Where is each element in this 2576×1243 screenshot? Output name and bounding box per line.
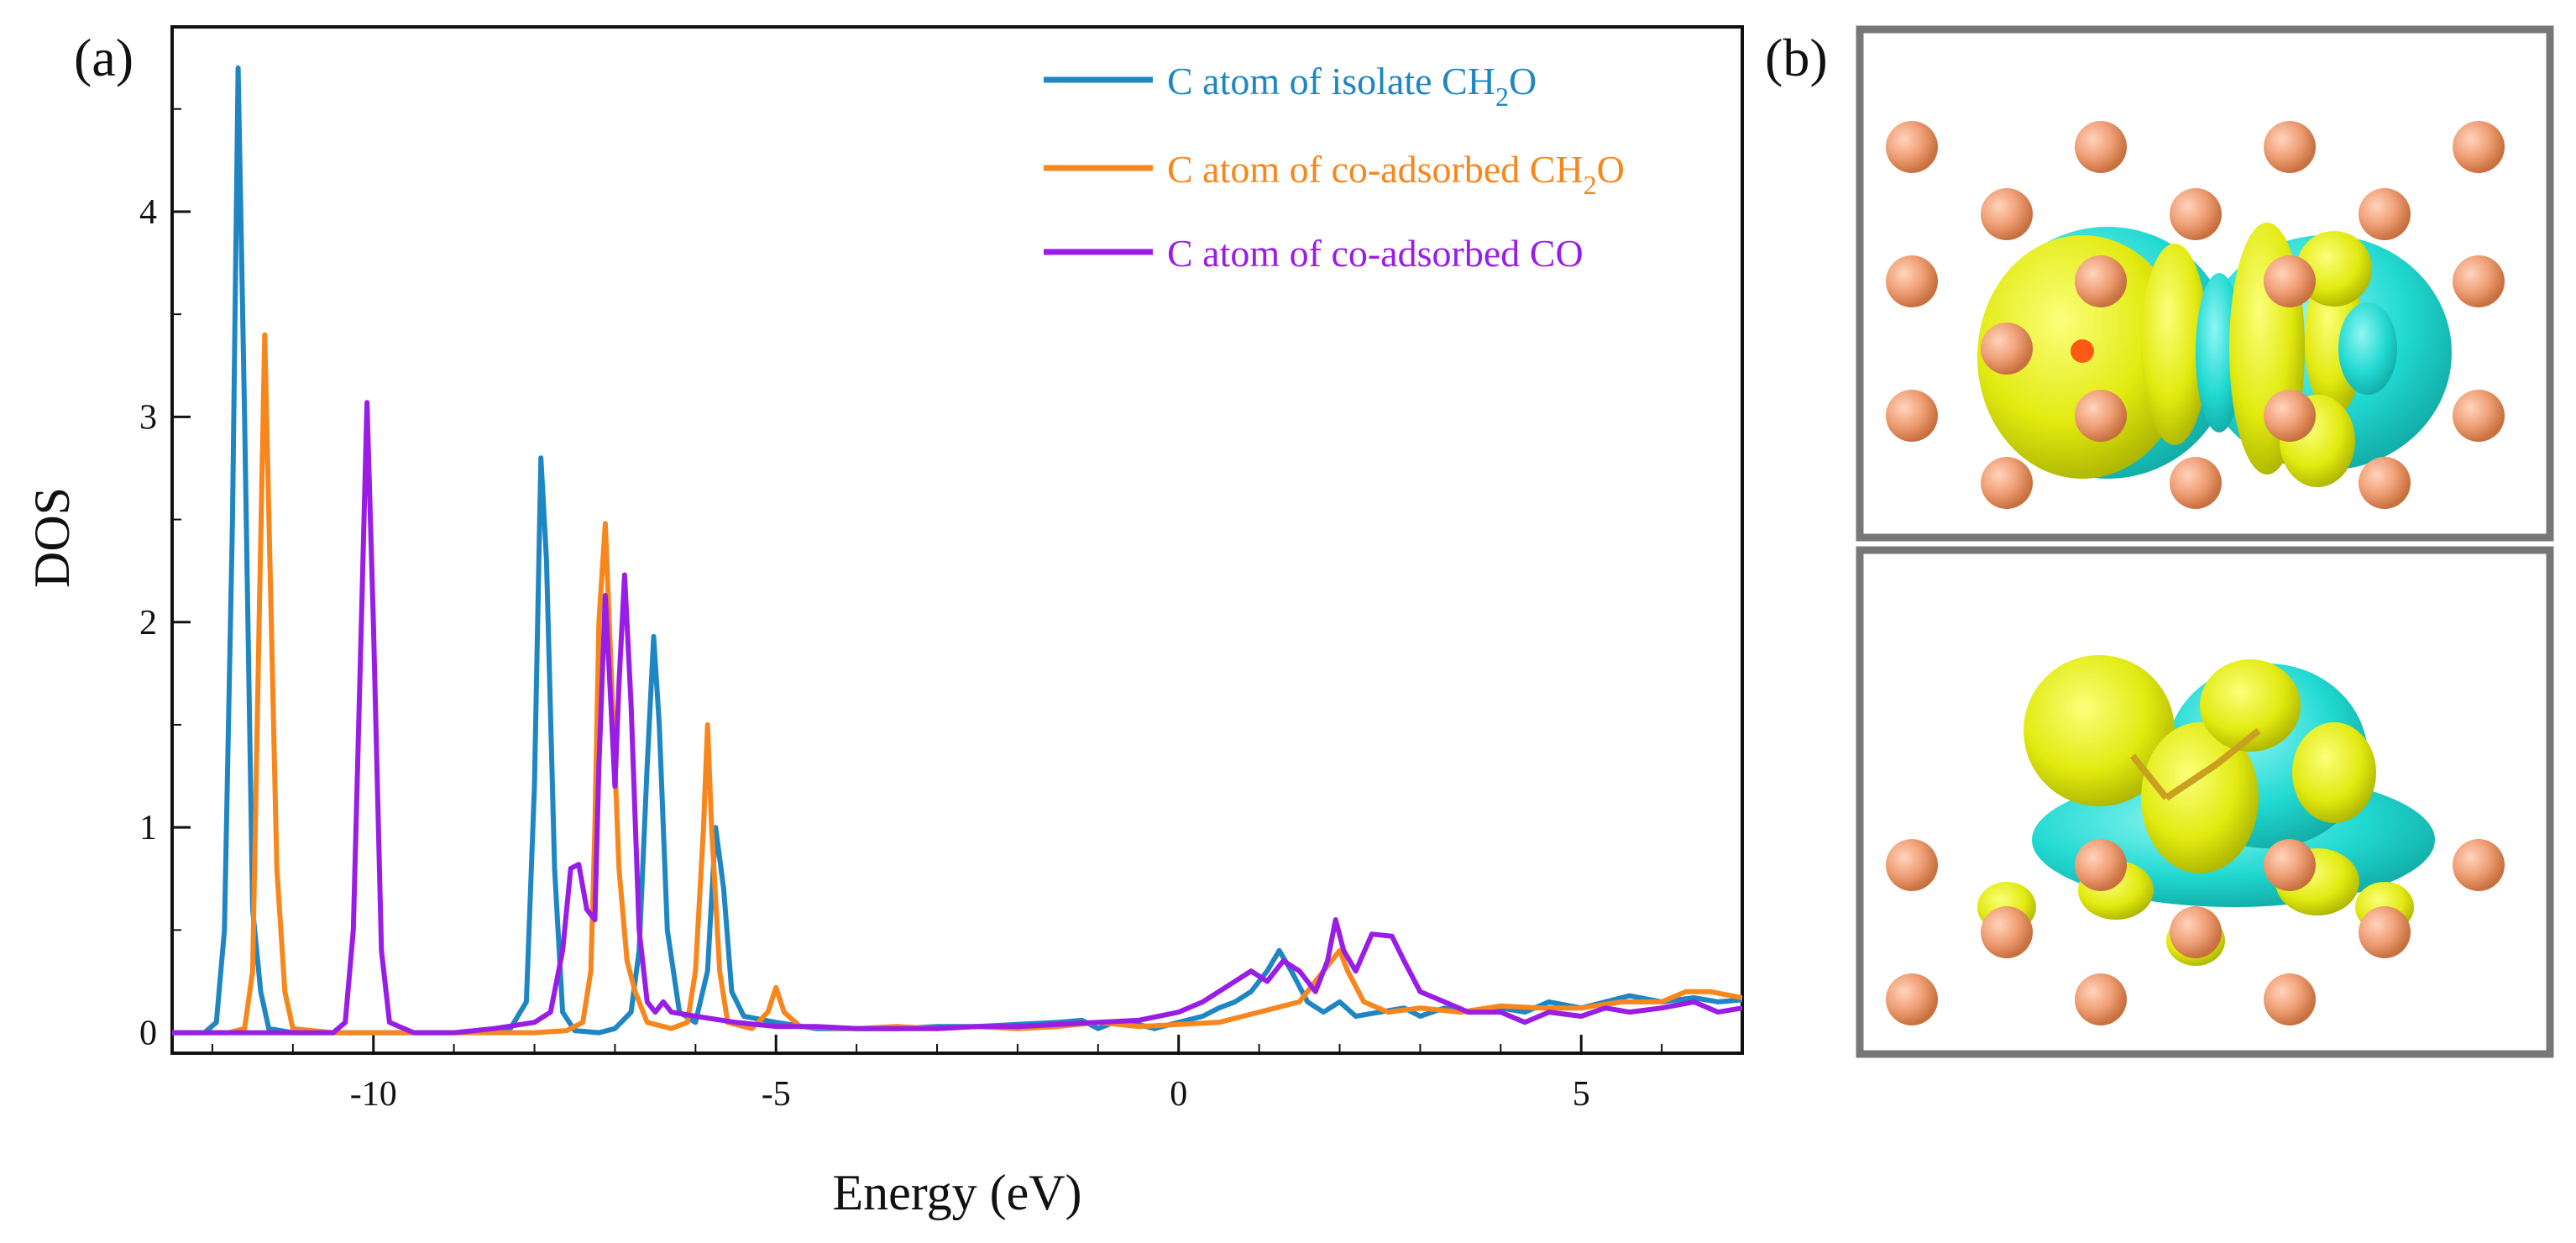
cu-atom [2264, 973, 2316, 1025]
yellow-lobe [2024, 655, 2175, 806]
legend-label-coadsorbed-ch2o: C atom of co-adsorbed CH2O [1167, 148, 1625, 200]
y-tick-label: 2 [139, 604, 157, 642]
x-tick-label: -5 [762, 1075, 791, 1114]
cu-atom [1981, 323, 2033, 375]
panel-b-bottom-image [1856, 546, 2554, 1058]
x-tick-label: -10 [350, 1075, 397, 1114]
series-line-1 [172, 332, 1742, 1036]
x-tick-label: 0 [1170, 1075, 1187, 1114]
cu-atom-grid [1886, 839, 2505, 1025]
y-axis-title: DOS [24, 487, 80, 588]
cu-atom [2264, 390, 2316, 442]
plot-frame [170, 25, 1744, 1055]
adsorbate-molecule [2129, 727, 2261, 801]
cu-atom [2170, 188, 2222, 240]
x-axis-title: Energy (eV) [832, 1165, 1081, 1220]
cu-atom [2075, 121, 2127, 173]
cyan-lobe [2338, 302, 2397, 395]
cu-atom [2359, 188, 2411, 240]
cu-atom [1981, 906, 2033, 958]
cu-atom [2170, 906, 2222, 958]
x-tick-label: 5 [1573, 1075, 1590, 1114]
yellow-lobe [2296, 231, 2372, 307]
cu-atom [2264, 121, 2316, 173]
legend: C atom of isolate CH2O C atom of co-adso… [1044, 60, 1625, 275]
y-tick-label: 3 [139, 398, 157, 437]
cu-atom [1886, 839, 1938, 891]
cu-atom [1886, 255, 1938, 307]
panel-b-label: (b) [1765, 28, 1828, 87]
cu-atom [1981, 188, 2033, 240]
yellow-lobe [2141, 244, 2208, 445]
panel-b-top-image [1856, 25, 2554, 542]
cu-atom [2453, 839, 2505, 891]
cu-atom [1886, 973, 1938, 1025]
dos-chart: -10 -5 0 5 0 1 2 3 4 Energy (eV) DOS C atom of i… [24, 25, 1744, 1220]
cu-atom [1981, 457, 2033, 509]
cu-atom [2075, 839, 2127, 891]
cu-atom-grid [1886, 121, 2505, 509]
cu-atom [2453, 390, 2505, 442]
cu-atom [1886, 121, 1938, 173]
y-tick-label: 0 [139, 1015, 157, 1053]
cu-atom [2453, 121, 2505, 173]
cu-atom [2264, 255, 2316, 307]
y-tick-label: 1 [139, 809, 157, 847]
cu-atom [2453, 255, 2505, 307]
yellow-lobe [2200, 659, 2301, 752]
cu-atom [2170, 457, 2222, 509]
y-tick-label: 4 [139, 193, 157, 232]
center-atom [2071, 339, 2094, 363]
cu-atom [2264, 839, 2316, 891]
series-line-2 [172, 400, 1742, 1036]
cu-atom [2359, 457, 2411, 509]
legend-label-isolate-ch2o: C atom of isolate CH2O [1167, 60, 1537, 112]
legend-label-coadsorbed-co: C atom of co-adsorbed CO [1167, 232, 1584, 275]
yellow-lobe [2292, 722, 2376, 823]
cu-atom [2075, 390, 2127, 442]
axis-ticks: -10 -5 0 5 0 1 2 3 4 [139, 108, 1743, 1114]
yellow-lobe [2141, 722, 2259, 873]
cu-atom [2075, 255, 2127, 307]
cu-atom [1886, 390, 1938, 442]
cu-atom [2075, 973, 2127, 1025]
series-lines [172, 65, 1742, 1036]
series-line-0 [172, 65, 1742, 1036]
panel-a-label: (a) [74, 28, 134, 87]
cu-atom [2359, 906, 2411, 958]
